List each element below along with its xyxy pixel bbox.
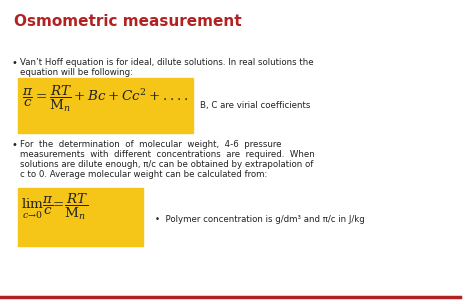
Text: •: • bbox=[12, 140, 18, 150]
Text: Van’t Hoff equation is for ideal, dilute solutions. In real solutions the: Van’t Hoff equation is for ideal, dilute… bbox=[20, 58, 314, 67]
Text: measurements  with  different  concentrations  are  required.  When: measurements with different concentratio… bbox=[20, 150, 315, 159]
Text: solutions are dilute enough, π/c can be obtained by extrapolation of: solutions are dilute enough, π/c can be … bbox=[20, 160, 313, 169]
Text: B, C are virial coefficients: B, C are virial coefficients bbox=[200, 101, 310, 110]
Text: For  the  determination  of  molecular  weight,  4-6  pressure: For the determination of molecular weigh… bbox=[20, 140, 282, 149]
Text: •  Polymer concentration is g/dm³ and π/c in J/kg: • Polymer concentration is g/dm³ and π/c… bbox=[155, 215, 365, 223]
Text: $\dfrac{\pi}{c} = \dfrac{RT}{\mathrm{M}_n} + Bc + Cc^2 +....$: $\dfrac{\pi}{c} = \dfrac{RT}{\mathrm{M}_… bbox=[22, 84, 188, 114]
Text: c to 0. Average molecular weight can be calculated from:: c to 0. Average molecular weight can be … bbox=[20, 170, 267, 179]
Text: equation will be following:: equation will be following: bbox=[20, 68, 133, 77]
Text: •: • bbox=[12, 58, 18, 68]
Text: $\lim_{c \to 0}\dfrac{\pi}{c} = \dfrac{RT}{\mathrm{M}_n}$: $\lim_{c \to 0}\dfrac{\pi}{c} = \dfrac{R… bbox=[21, 192, 89, 222]
Text: Osmometric measurement: Osmometric measurement bbox=[14, 15, 242, 29]
FancyBboxPatch shape bbox=[18, 78, 193, 133]
FancyBboxPatch shape bbox=[18, 188, 143, 246]
